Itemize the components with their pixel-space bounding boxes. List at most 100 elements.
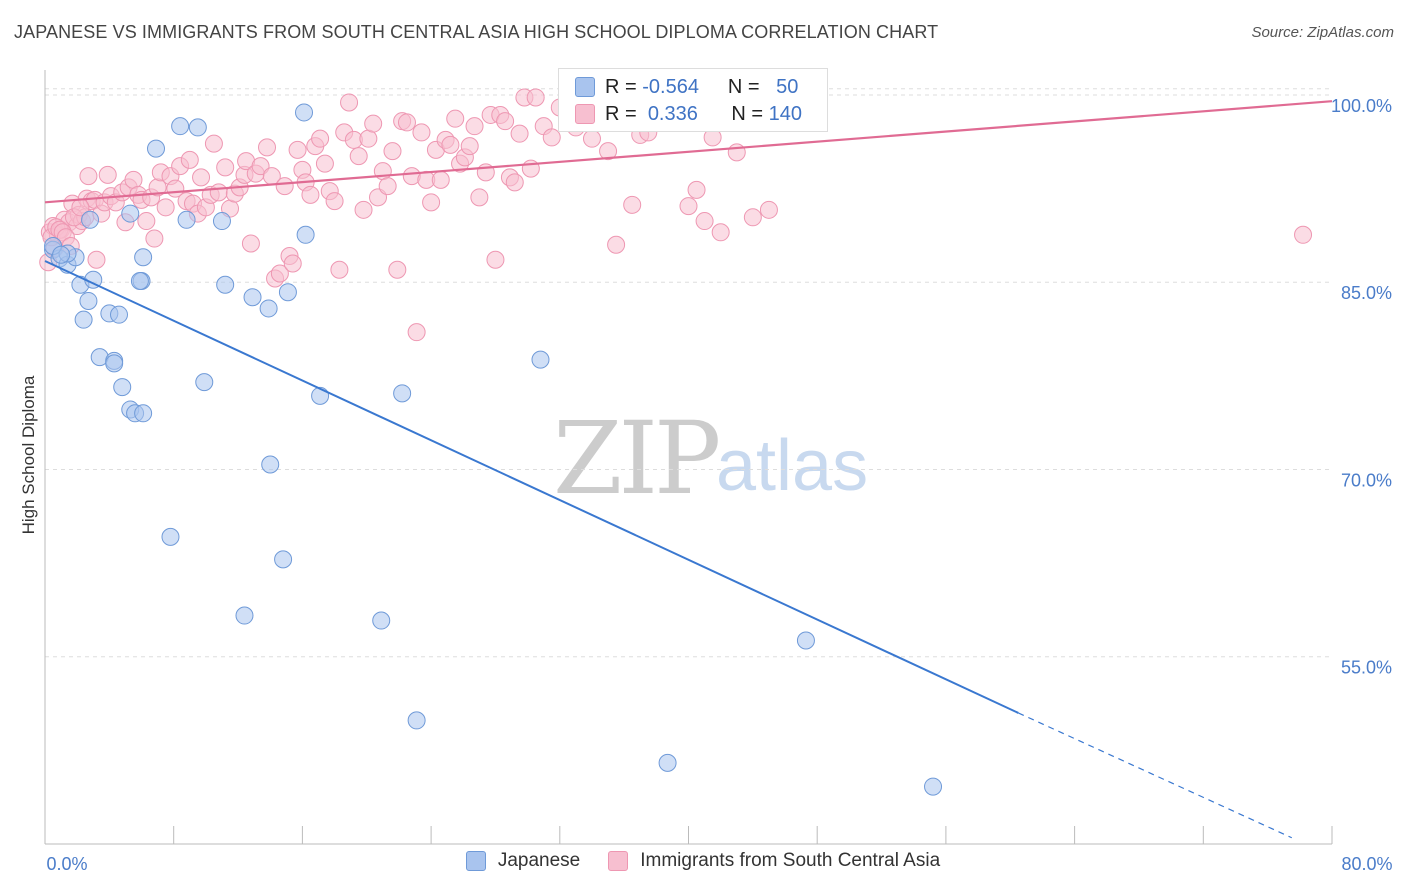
point-immigrants <box>325 192 344 211</box>
point-immigrants <box>378 177 397 196</box>
legend-r-label: R = <box>605 102 637 125</box>
point-immigrants <box>156 198 175 217</box>
point-immigrants <box>364 114 383 133</box>
swatch-japanese <box>465 851 486 871</box>
bottom-legend-japanese[interactable]: Japanese <box>465 850 581 872</box>
point-immigrants <box>431 170 450 189</box>
point-immigrants <box>311 129 330 148</box>
point-immigrants <box>759 200 778 219</box>
stats-legend: R = -0.564 N = 50 R = 0.336 N = 140 <box>558 68 828 132</box>
point-japanese <box>216 275 235 294</box>
tick-labels: 55.0% 70.0% 85.0% 100.0% 0.0% 80.0% <box>46 96 1392 874</box>
legend-n-value: 140 <box>768 102 802 125</box>
point-immigrants <box>679 197 698 216</box>
point-immigrants <box>422 193 441 212</box>
legend-n-label: N = <box>731 102 764 125</box>
series-immigrants-points <box>39 88 1313 342</box>
point-immigrants <box>388 260 407 279</box>
legend-n-label: N = <box>727 75 760 98</box>
point-immigrants <box>192 168 211 187</box>
point-japanese <box>295 103 314 122</box>
chart-title: JAPANESE VS IMMIGRANTS FROM SOUTH CENTRA… <box>14 22 939 42</box>
point-japanese <box>52 245 71 264</box>
point-japanese <box>531 350 550 369</box>
point-japanese <box>658 753 677 772</box>
point-immigrants <box>510 124 529 143</box>
watermark-zip: ZIP <box>553 400 721 517</box>
point-japanese <box>121 204 140 223</box>
point-immigrants <box>486 250 505 269</box>
point-japanese <box>259 299 278 318</box>
watermark-atlas: atlas <box>716 426 869 506</box>
point-immigrants <box>137 212 156 231</box>
point-japanese <box>212 212 231 231</box>
legend-r-value: -0.564 <box>642 75 699 98</box>
point-immigrants <box>505 173 524 192</box>
point-immigrants <box>412 123 431 142</box>
point-japanese <box>235 606 254 625</box>
point-immigrants <box>607 235 626 254</box>
point-japanese <box>393 384 412 403</box>
point-immigrants <box>446 109 465 128</box>
y-tick-label: 55.0% <box>1341 658 1392 678</box>
point-immigrants <box>209 183 228 202</box>
point-japanese <box>195 373 214 392</box>
point-immigrants <box>301 185 320 204</box>
point-japanese <box>134 404 153 423</box>
point-japanese <box>110 305 129 324</box>
point-immigrants <box>87 250 106 269</box>
point-immigrants <box>216 158 235 177</box>
legend-r-label: R = <box>605 75 637 98</box>
point-immigrants <box>383 142 402 161</box>
point-immigrants <box>79 167 98 186</box>
source-label: Source: ZipAtlas.com <box>1251 24 1394 41</box>
point-immigrants <box>98 165 117 184</box>
point-immigrants <box>315 154 334 173</box>
point-immigrants <box>496 112 515 131</box>
point-immigrants <box>340 93 359 112</box>
legend-swatch-immigrants <box>575 104 595 124</box>
point-immigrants <box>283 254 302 273</box>
point-immigrants <box>465 117 484 136</box>
point-immigrants <box>204 134 223 153</box>
bottom-legend-immigrants-label: Immigrants from South Central Asia <box>640 850 941 871</box>
legend-row-immigrants: R = 0.336 N = 140 <box>575 102 802 126</box>
point-immigrants <box>542 128 561 147</box>
point-japanese <box>134 248 153 267</box>
point-immigrants <box>711 223 730 242</box>
point-immigrants <box>275 177 294 196</box>
point-japanese <box>796 631 815 650</box>
legend-n-value: 50 <box>776 75 799 98</box>
point-immigrants <box>397 113 416 132</box>
x-tick-label: 80.0% <box>1341 854 1392 874</box>
point-immigrants <box>330 260 349 279</box>
point-immigrants <box>460 137 479 156</box>
point-immigrants <box>407 323 426 342</box>
point-japanese <box>130 271 149 290</box>
y-tick-label: 70.0% <box>1341 470 1392 490</box>
point-japanese <box>372 611 391 630</box>
bottom-legend-immigrants[interactable]: Immigrants from South Central Asia <box>608 850 940 872</box>
legend-swatch-japanese <box>575 77 595 97</box>
point-japanese <box>147 139 166 158</box>
bottom-legend: Japanese Immigrants from South Central A… <box>0 850 1406 872</box>
point-immigrants <box>180 150 199 169</box>
point-japanese <box>407 711 426 730</box>
point-immigrants <box>354 200 373 219</box>
legend-r-value: 0.336 <box>647 102 698 125</box>
x-tick-label: 0.0% <box>46 854 87 874</box>
point-japanese <box>243 288 262 307</box>
axes <box>44 70 1333 845</box>
point-immigrants <box>270 264 289 283</box>
point-immigrants <box>695 212 714 231</box>
series-japanese-points <box>44 84 943 796</box>
swatch-immigrants <box>608 851 629 871</box>
point-japanese <box>74 310 93 329</box>
point-japanese <box>274 550 293 569</box>
point-immigrants <box>582 129 601 148</box>
bottom-legend-japanese-label: Japanese <box>497 850 581 871</box>
point-immigrants <box>359 129 378 148</box>
y-tick-label: 85.0% <box>1341 283 1392 303</box>
point-japanese <box>311 386 330 405</box>
